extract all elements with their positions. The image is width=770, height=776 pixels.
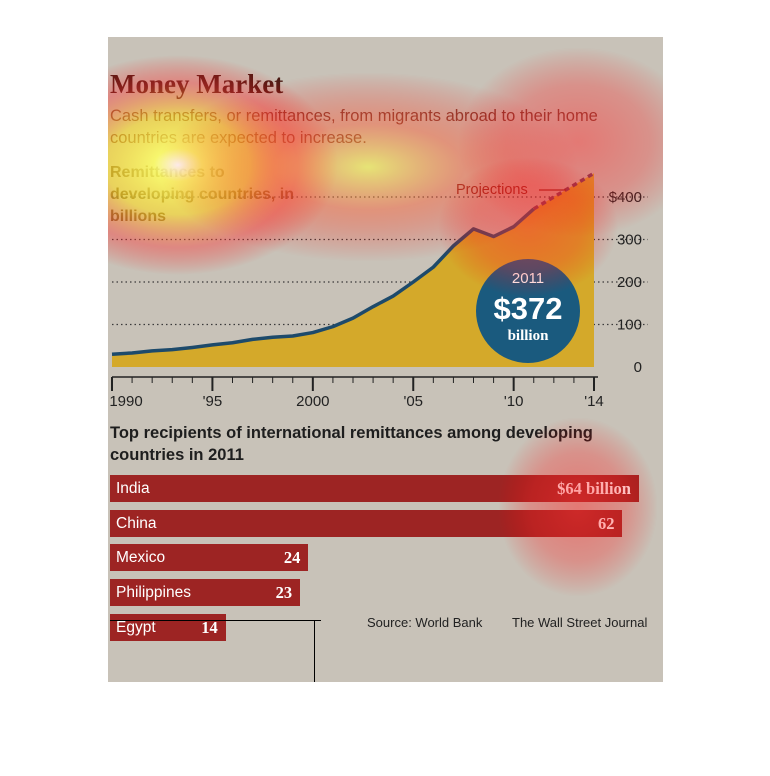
bar-label: Egypt <box>116 618 156 636</box>
bar-label: Philippines <box>116 584 191 602</box>
y-tick-label: 0 <box>634 359 642 376</box>
line-chart: 1990 '95 2000 '05 '10 '14 0 100 200 300 $400 Proj… <box>109 171 648 410</box>
bar-value-label: 14 <box>201 617 218 637</box>
y-tick-label: 200 <box>617 274 642 291</box>
divider-horizontal <box>110 620 321 621</box>
credit-note: The Wall Street Journal <box>512 615 648 630</box>
x-tick-label: '95 <box>203 393 223 410</box>
y-tick-label: 300 <box>617 232 642 249</box>
bar-egypt: Egypt 14 <box>110 613 226 641</box>
projections-label: Projections <box>456 182 528 198</box>
callout-2011: 2011 $372 billion <box>476 259 580 363</box>
bar-value-label: 24 <box>283 548 301 568</box>
bar-value-label: $64 billion <box>557 479 631 498</box>
bar-china: China 62 <box>110 509 623 537</box>
chart-panel: Money Market Cash transfers, or remittan… <box>108 37 663 682</box>
callout-value: $372 <box>494 291 563 326</box>
x-tick-label: 2000 <box>296 393 329 410</box>
source-note: Source: World Bank <box>367 615 483 630</box>
bar-label: India <box>116 480 150 497</box>
x-axis-ticks: 1990 '95 2000 '05 '10 '14 <box>109 377 604 410</box>
x-tick-label: '10 <box>504 393 524 410</box>
bar-india: India $64 billion <box>110 475 639 502</box>
y-tick-label: 100 <box>617 317 642 334</box>
divider-vertical <box>314 620 315 682</box>
y-tick-label: $400 <box>609 189 642 206</box>
bar-label: China <box>116 514 157 532</box>
callout-year: 2011 <box>512 270 544 287</box>
bar-mexico: Mexico 24 <box>110 544 309 572</box>
bar-value-label: 23 <box>275 583 293 603</box>
bar-value-label: 62 <box>597 513 615 533</box>
x-tick-label: 1990 <box>109 393 142 410</box>
x-tick-label: '14 <box>584 393 604 410</box>
bar-chart-title: Top recipients of international remittan… <box>110 424 593 464</box>
remittance-area <box>112 173 594 367</box>
bar-label: Mexico <box>116 549 166 567</box>
callout-unit: billion <box>508 328 550 344</box>
y-axis-ticks: 0 100 200 300 $400 <box>609 189 642 376</box>
x-tick-label: '05 <box>403 393 423 410</box>
bar-philippines: Philippines 23 <box>110 579 301 607</box>
